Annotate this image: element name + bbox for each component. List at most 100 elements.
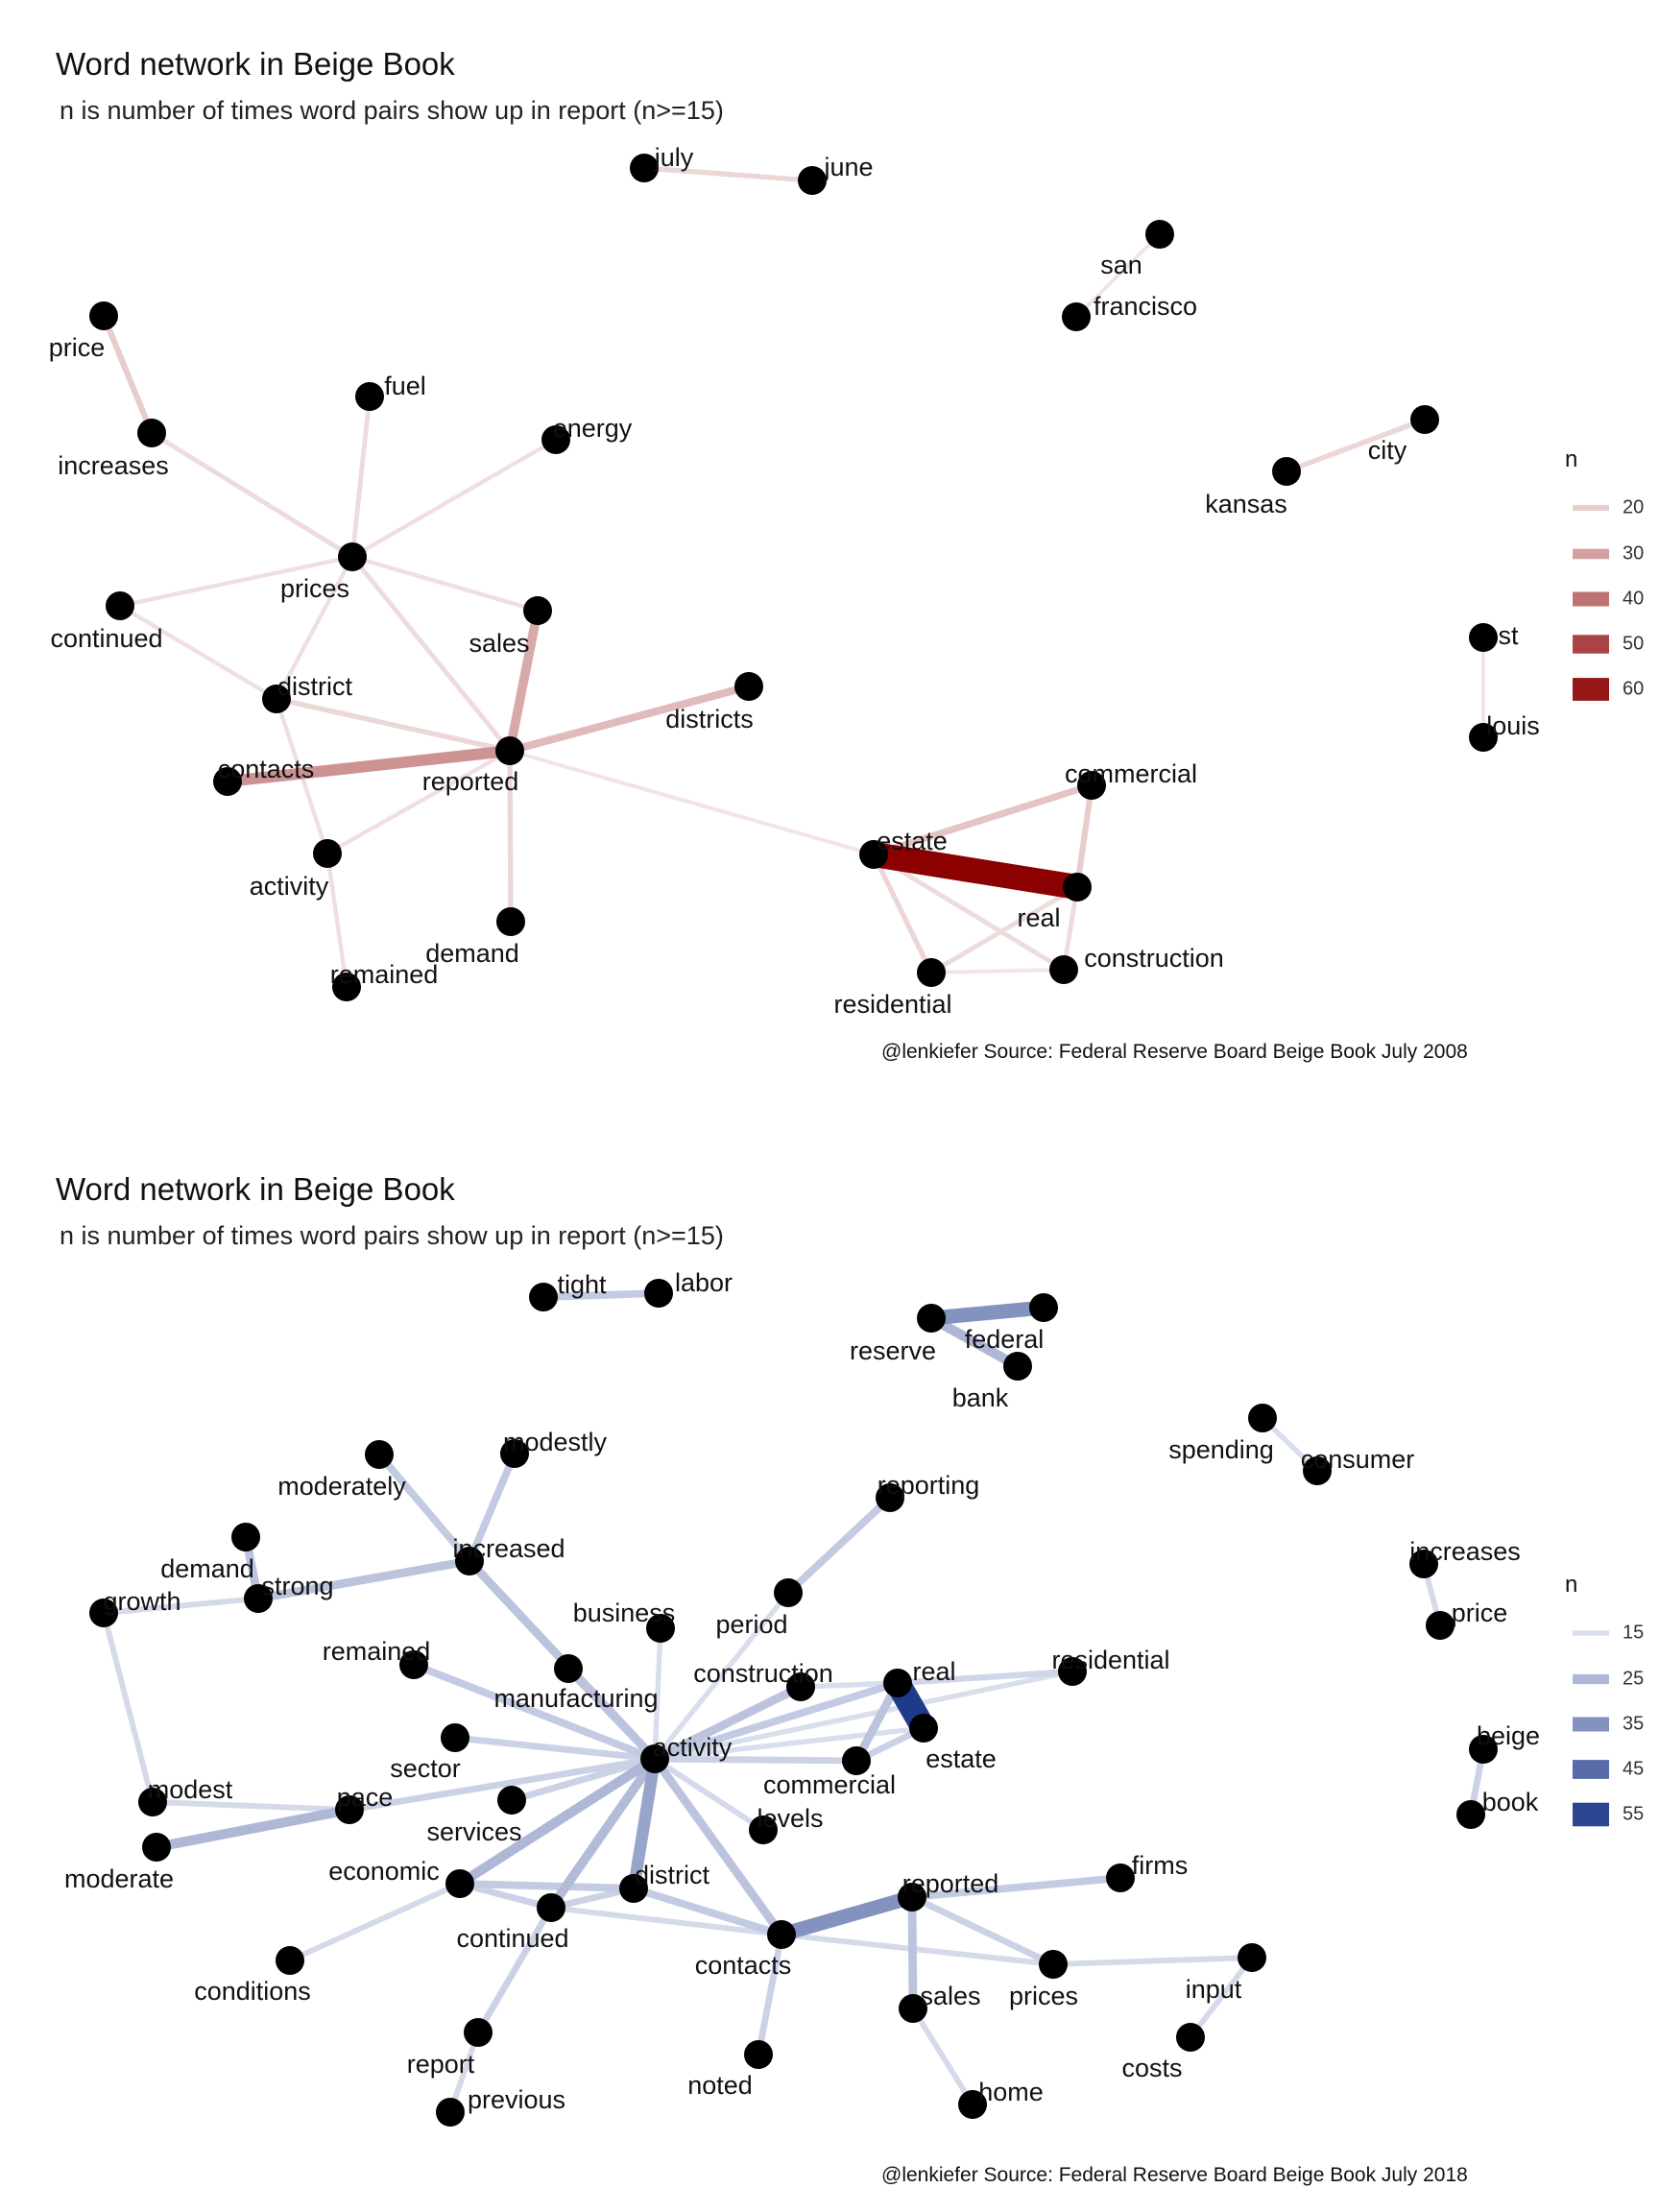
node-contacts — [213, 767, 242, 796]
node-label-residential: residential — [833, 990, 951, 1019]
edge-residential-real — [929, 884, 1079, 975]
node-july — [630, 154, 659, 182]
legend-label: 15 — [1623, 1622, 1644, 1643]
node-june — [798, 166, 827, 195]
node-sales — [899, 1994, 927, 2023]
node-label-activity: activity — [250, 872, 329, 901]
node-book — [1456, 1800, 1485, 1829]
edge-real-estate — [871, 842, 1080, 900]
edge-moderately-increased — [376, 1452, 472, 1564]
edge-commercial-real — [1073, 784, 1095, 888]
node-firms — [1106, 1863, 1135, 1892]
node-increased — [455, 1547, 484, 1575]
node-demand — [496, 907, 525, 936]
panel-2018: Word network in Beige Book n is number o… — [56, 1171, 1644, 2186]
node-fuel — [355, 382, 384, 411]
node-label-estate: estate — [926, 1744, 997, 1773]
edge-federal-reserve — [930, 1300, 1045, 1326]
edge-remained-activity — [412, 1661, 657, 1763]
edge-contacts-reported — [227, 745, 511, 787]
node-label-remained: remained — [330, 960, 439, 989]
edge-residential-construction — [930, 968, 1065, 974]
node-residential — [1058, 1657, 1087, 1686]
node-label-spending: spending — [1168, 1435, 1274, 1464]
edge-estate-activity — [654, 1725, 925, 1762]
node-label-reporting: reporting — [878, 1471, 980, 1500]
legend-title: n — [1565, 446, 1577, 472]
edge-estate-construction — [872, 852, 1066, 973]
node-continued — [106, 591, 134, 620]
panel-subtitle: n is number of times word pairs show up … — [60, 96, 724, 125]
node-labor — [644, 1279, 673, 1308]
node-pace — [335, 1795, 364, 1824]
legend-label: 20 — [1623, 496, 1644, 517]
legend-label: 50 — [1623, 633, 1644, 654]
edge-district-activity — [627, 1757, 661, 1890]
node-label-costs: costs — [1121, 2054, 1182, 2082]
node-francisco — [1062, 302, 1091, 331]
node-label-report: report — [407, 2050, 475, 2079]
node-kansas — [1272, 457, 1301, 486]
edge-conditions-economic — [288, 1881, 462, 1963]
node-label-real: real — [912, 1657, 955, 1686]
node-reported — [898, 1883, 926, 1911]
node-label-louis: louis — [1486, 711, 1540, 740]
node-residential — [917, 958, 946, 987]
node-estate — [859, 840, 888, 869]
node-label-continued: continued — [50, 624, 162, 653]
node-label-city: city — [1368, 436, 1407, 465]
legend: n 15 25 35 45 55 — [1565, 1572, 1644, 1827]
node-label-previous: previous — [468, 2085, 565, 2114]
node-conditions — [276, 1946, 304, 1975]
node-label-continued: continued — [456, 1924, 568, 1953]
node-noted — [744, 2040, 773, 2069]
edge-reported-sales — [907, 1896, 918, 2009]
edge-prices-continued — [119, 554, 353, 609]
edge-district-contacts — [632, 1885, 783, 1938]
panel-2008: Word network in Beige Book n is number o… — [49, 46, 1645, 1063]
edge-economic-district — [459, 1880, 635, 1892]
edge-prices-input — [1052, 1955, 1253, 1967]
node-sector — [441, 1723, 469, 1752]
node-label-energy: energy — [553, 414, 633, 443]
edge-construction-real — [800, 1680, 899, 1690]
node-label-june: june — [823, 153, 873, 181]
node-costs — [1176, 2023, 1205, 2052]
edge-july-june — [643, 165, 813, 183]
node-label-strong: strong — [261, 1572, 333, 1600]
node-reserve — [917, 1304, 946, 1333]
legend-label: 30 — [1623, 542, 1644, 564]
panel-title: Word network in Beige Book — [56, 1171, 455, 1207]
edge-input-costs — [1188, 1956, 1255, 2039]
edge-activity-remained — [325, 853, 349, 988]
legend-label: 40 — [1623, 588, 1644, 609]
node-label-pace: pace — [337, 1783, 394, 1812]
node-moderately — [365, 1440, 394, 1469]
node-modest — [138, 1788, 167, 1816]
node-sales — [523, 596, 552, 625]
edge-residential-activity — [654, 1669, 1073, 1762]
node-energy — [541, 425, 570, 454]
node-label-estate: estate — [877, 827, 948, 855]
edge-kansas-city — [1286, 417, 1426, 474]
node-label-reserve: reserve — [850, 1336, 936, 1365]
node-label-demand: demand — [160, 1554, 254, 1583]
node-label-demand: demand — [425, 939, 519, 968]
node-label-residential: residential — [1051, 1646, 1169, 1674]
panel-caption: @lenkiefer Source: Federal Reserve Board… — [881, 2164, 1468, 2186]
node-label-price: price — [49, 333, 106, 362]
node-label-increases: increases — [1409, 1537, 1521, 1566]
legend-key — [1573, 678, 1609, 701]
node-bank — [1003, 1352, 1032, 1381]
legend-label: 25 — [1623, 1668, 1644, 1689]
legend-key — [1573, 1717, 1609, 1732]
edge-continued-activity — [547, 1756, 659, 1911]
node-contacts — [767, 1920, 796, 1949]
node-reported — [495, 736, 524, 765]
node-increases — [1409, 1550, 1438, 1578]
edge-reserve-bank — [928, 1313, 1021, 1371]
edge-contacts-activity — [651, 1756, 785, 1937]
edge-commercial-activity — [654, 1755, 857, 1765]
edge-prices-energy — [350, 438, 558, 559]
